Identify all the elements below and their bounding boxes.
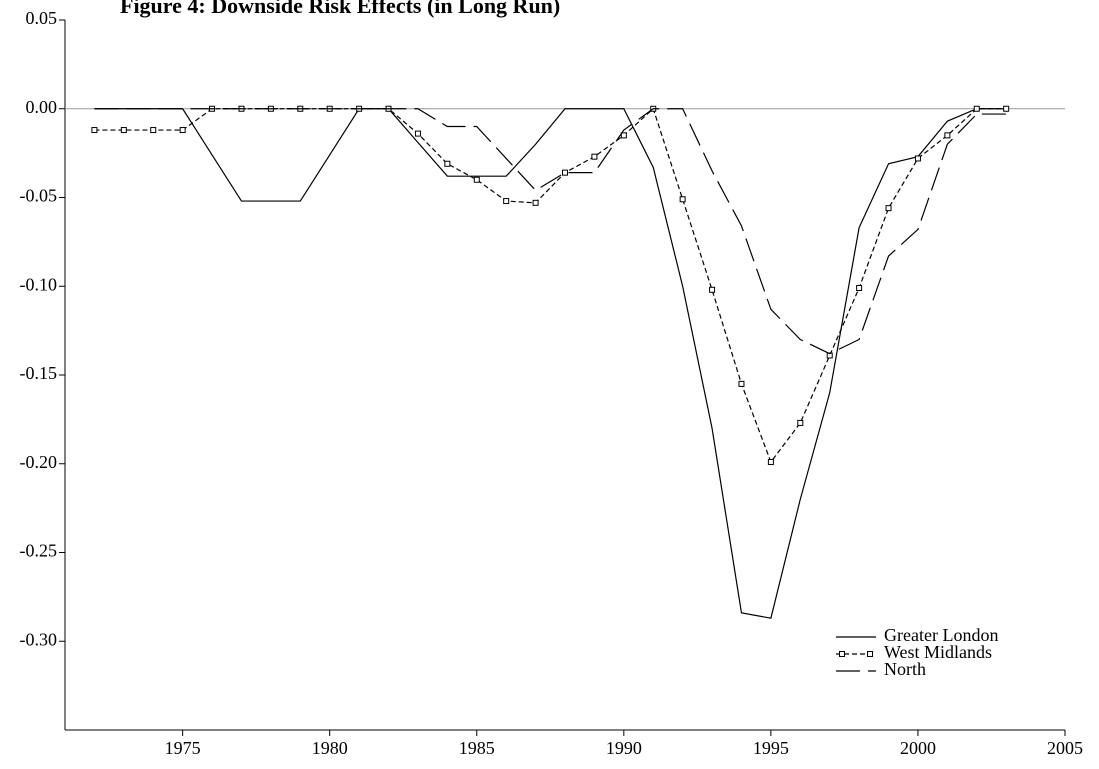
series-marker <box>914 155 921 162</box>
y-tick-label: -0.15 <box>20 363 58 383</box>
series-marker <box>620 132 627 139</box>
series-marker <box>532 199 539 206</box>
legend-label: West Midlands <box>884 642 992 662</box>
x-tick-label: 2005 <box>1047 738 1083 758</box>
series-marker <box>738 380 745 387</box>
x-tick-label: 1990 <box>606 738 642 758</box>
series-marker <box>856 285 863 292</box>
x-tick-label: 1995 <box>753 738 789 758</box>
x-tick-label: 2000 <box>900 738 936 758</box>
y-tick-label: -0.30 <box>20 629 58 649</box>
x-tick-label: 1975 <box>165 738 201 758</box>
series-marker <box>591 153 598 160</box>
y-tick-label: -0.20 <box>20 452 58 472</box>
y-tick-label: -0.10 <box>20 274 58 294</box>
x-tick-label: 1985 <box>459 738 495 758</box>
series-marker <box>944 132 951 139</box>
series-marker <box>473 176 480 183</box>
series-marker <box>562 169 568 176</box>
series-marker <box>885 205 892 212</box>
series-marker <box>120 127 127 134</box>
series-marker <box>826 352 833 359</box>
series-marker <box>709 286 716 293</box>
legend-label: Greater London <box>884 625 998 645</box>
series-marker <box>179 127 186 134</box>
series-marker <box>444 160 451 167</box>
series-marker <box>150 127 157 134</box>
series-marker <box>91 127 98 134</box>
series-marker <box>1003 105 1010 112</box>
series-line <box>94 107 1007 464</box>
series-marker <box>679 196 686 203</box>
series-marker <box>973 105 980 112</box>
y-tick-label: -0.25 <box>20 541 58 561</box>
x-tick-label: 1980 <box>312 738 348 758</box>
chart-title: Figure 4: Downside Risk Effects (in Long… <box>120 0 560 18</box>
legend-marker <box>867 651 873 657</box>
series-marker <box>767 458 774 465</box>
legend-label: North <box>884 659 926 679</box>
y-tick-label: 0.00 <box>26 97 58 117</box>
y-tick-label: -0.05 <box>20 186 58 206</box>
y-tick-label: 0.05 <box>26 8 58 28</box>
series-marker <box>797 419 804 426</box>
series-line <box>94 108 1007 619</box>
legend-marker <box>839 651 845 657</box>
series-marker <box>414 130 421 137</box>
series-line <box>94 108 1007 355</box>
series-marker <box>503 198 510 205</box>
